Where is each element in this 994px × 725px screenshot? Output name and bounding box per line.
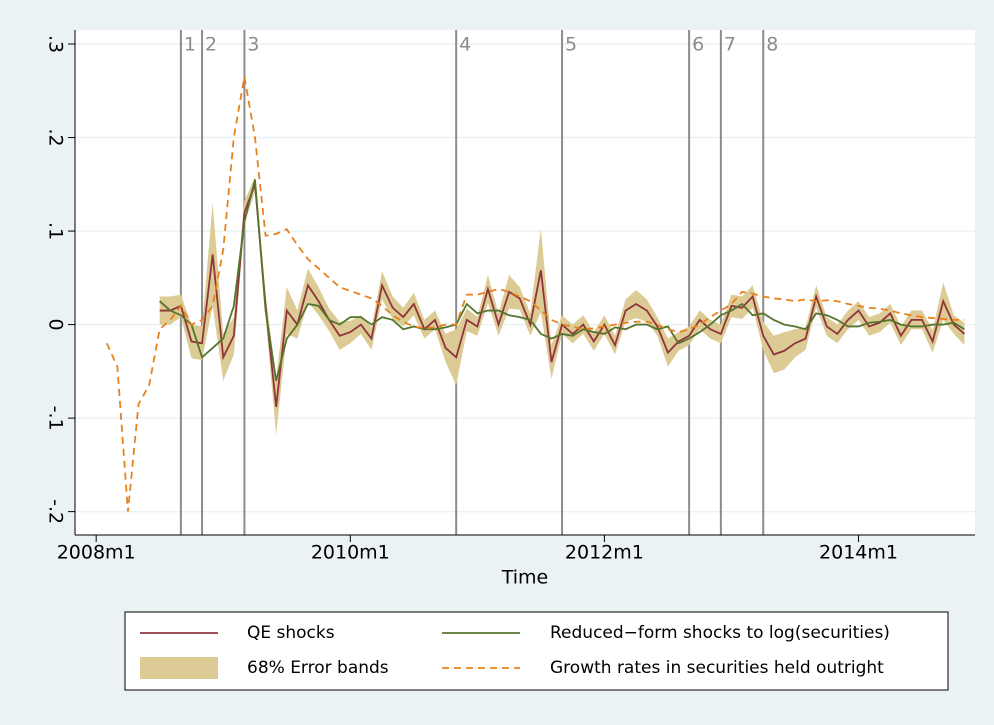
series-line: [159, 179, 965, 381]
legend-swatch: [140, 657, 218, 679]
event-label: 8: [766, 34, 778, 56]
y-tick-label: .3: [45, 35, 67, 53]
event-label: 2: [205, 34, 217, 56]
legend-label: 68% Error bands: [247, 658, 389, 678]
legend: QE shocks Reduced−form shocks to log(secu…: [140, 623, 890, 679]
series-line: [159, 183, 966, 407]
x-tick-label: 2008m1: [57, 542, 136, 564]
y-tick-label: -.1: [45, 406, 67, 431]
legend-label: Reduced−form shocks to log(securities): [550, 623, 890, 643]
event-label: 5: [565, 34, 577, 56]
x-tick-label: 2014m1: [819, 542, 898, 564]
event-label: 1: [184, 34, 196, 56]
axes: [68, 30, 975, 542]
marks: [105, 76, 966, 512]
y-tick-label: .2: [45, 128, 67, 146]
event-label: 6: [692, 34, 704, 56]
legend-box: [124, 611, 949, 691]
y-tick-label: -.2: [45, 499, 67, 524]
event-label: 7: [724, 34, 736, 56]
event-label: 3: [247, 34, 259, 56]
dashed-line: [105, 76, 965, 512]
x-tick-label: 2010m1: [311, 542, 390, 564]
y-tick-label: 0: [45, 319, 67, 331]
x-axis-title: Time: [501, 567, 549, 589]
legend-label: QE shocks: [247, 623, 335, 643]
x-tick-label: 2012m1: [565, 542, 644, 564]
y-tick-label: .1: [45, 222, 67, 240]
event-label: 4: [459, 34, 471, 56]
legend-label: Growth rates in securities held outright: [550, 658, 884, 678]
plot-area: [75, 30, 975, 535]
